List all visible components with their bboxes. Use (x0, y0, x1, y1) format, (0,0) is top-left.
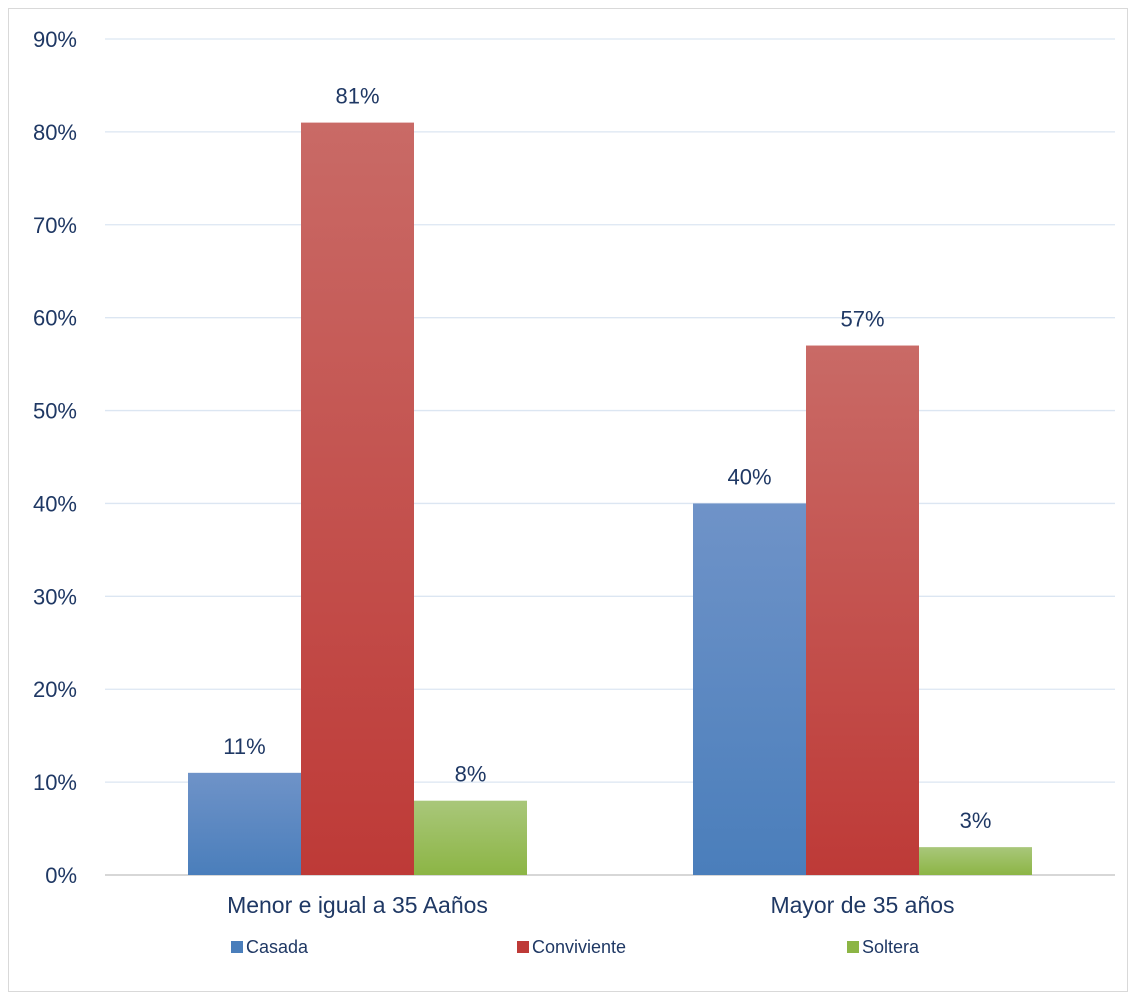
bar-conviviente-0 (301, 123, 414, 875)
bar-conviviente-1 (806, 346, 919, 875)
legend-label: Casada (246, 937, 309, 957)
legend-swatch-conviviente (517, 941, 529, 953)
y-tick-label: 60% (33, 306, 77, 331)
y-tick-label: 50% (33, 399, 77, 424)
y-tick-label: 90% (33, 27, 77, 52)
y-axis-tick-labels: 0% 10% 20% 30% 40% 50% 60% 70% 80% 90% (33, 27, 77, 888)
x-axis-category-labels: Menor e igual a 35 Aaños Mayor de 35 años (227, 892, 954, 918)
legend-swatch-soltera (847, 941, 859, 953)
legend-label: Soltera (862, 937, 920, 957)
legend: Casada Conviviente Soltera (231, 937, 920, 957)
y-tick-label: 70% (33, 213, 77, 238)
bar-chart: 0% 10% 20% 30% 40% 50% 60% 70% 80% 90% 11% 81% 8% 40… (9, 9, 1127, 991)
bar-soltera-0 (414, 801, 527, 875)
bar-casada-0 (188, 773, 301, 875)
legend-label: Conviviente (532, 937, 626, 957)
y-tick-label: 80% (33, 120, 77, 145)
y-tick-label: 20% (33, 677, 77, 702)
legend-swatch-casada (231, 941, 243, 953)
y-tick-label: 40% (33, 491, 77, 516)
chart-frame: 0% 10% 20% 30% 40% 50% 60% 70% 80% 90% 11% 81% 8% 40… (8, 8, 1128, 992)
x-category-label: Mayor de 35 años (770, 892, 954, 918)
data-label: 3% (960, 808, 992, 833)
y-tick-label: 10% (33, 770, 77, 795)
y-tick-label: 0% (45, 863, 77, 888)
bar-casada-1 (693, 503, 806, 875)
data-label: 57% (840, 307, 884, 332)
data-label: 40% (727, 464, 771, 489)
bars (188, 123, 1032, 875)
x-category-label: Menor e igual a 35 Aaños (227, 892, 488, 918)
y-tick-label: 30% (33, 584, 77, 609)
data-label: 81% (335, 84, 379, 109)
data-label: 11% (223, 734, 265, 759)
bar-soltera-1 (919, 847, 1032, 875)
data-label: 8% (455, 762, 487, 787)
